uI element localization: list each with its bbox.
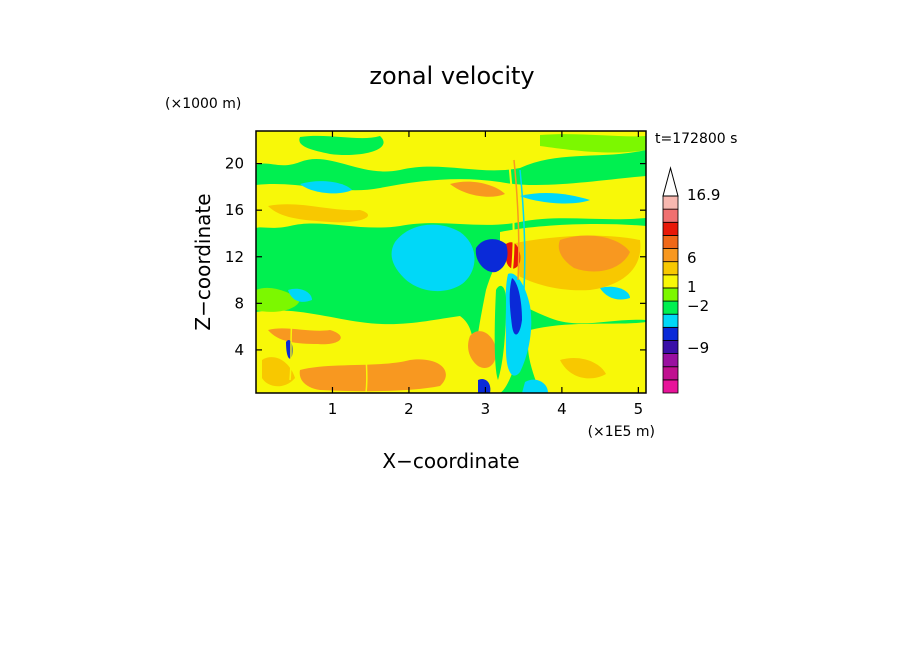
y-axis-ticks: 4 8 12 16 20 <box>225 155 646 359</box>
region-orange-upper <box>450 181 505 197</box>
streak-1 <box>507 149 515 271</box>
colorbar-swatch <box>662 195 679 210</box>
colorbar-swatch <box>662 313 679 328</box>
x-tick-label: 3 <box>481 400 491 418</box>
region-blue-jet-top <box>475 239 508 273</box>
colorbar-swatch <box>662 366 679 381</box>
x-axis-ticks: 1 2 3 4 5 <box>328 131 643 418</box>
region-orange-jet <box>468 331 497 368</box>
y-unit-label: (×1000 m) <box>165 96 241 112</box>
time-label: t=172800 s <box>655 131 737 147</box>
colorbar-swatch <box>662 208 679 223</box>
streak-3 <box>519 169 526 291</box>
region-cyan-upper <box>300 181 352 194</box>
region-cyan-upper-2 <box>520 193 590 204</box>
streak-5 <box>289 319 293 381</box>
region-cyan-center <box>391 224 475 292</box>
y-tick-label: 12 <box>225 248 244 266</box>
x-unit-label: (×1E5 m) <box>588 424 655 440</box>
colorbar-swatch <box>662 340 679 355</box>
region-gold-bottom <box>262 357 295 387</box>
region-orange-right <box>558 235 630 272</box>
streak-2 <box>513 159 520 281</box>
colorbar-swatch <box>662 353 679 368</box>
x-tick-label: 5 <box>634 400 644 418</box>
colorbar-label: −2 <box>687 297 709 315</box>
colorbar-label: 6 <box>687 249 697 267</box>
colorbar-swatch <box>662 234 679 249</box>
colorbar-extend-arrow <box>662 166 679 197</box>
colorbar: 16.9 6 1−2 −9 <box>662 166 720 394</box>
region-gold-right-low <box>560 357 606 379</box>
region-green-jet <box>494 285 506 380</box>
plot-frame <box>255 130 647 394</box>
contour-field <box>256 131 646 393</box>
region-orange-bottom <box>299 359 446 392</box>
x-axis-label: X−coordinate <box>382 449 519 473</box>
chart-title: zonal velocity <box>369 62 534 90</box>
region-cyan-lower-right <box>522 379 548 393</box>
y-tick-label: 8 <box>234 294 244 312</box>
region-cyan-small <box>288 288 312 302</box>
x-tick-label: 4 <box>557 400 567 418</box>
colorbar-swatch <box>662 326 679 341</box>
colorbar-swatch <box>662 300 679 315</box>
region-blue-jet-bottom <box>478 378 491 393</box>
region-cyan-right <box>600 286 630 300</box>
region-yellow-right-low <box>527 322 646 393</box>
y-tick-label: 16 <box>225 201 244 219</box>
region-lime-lower <box>256 287 300 312</box>
colorbar-swatch <box>662 248 679 263</box>
region-orange-left <box>268 328 341 345</box>
region-green-top <box>299 135 384 156</box>
region-gold-upper <box>268 204 369 223</box>
colorbar-label: −9 <box>687 339 709 357</box>
y-tick-label: 4 <box>234 341 244 359</box>
colorbar-label: 16.9 <box>687 186 720 204</box>
colorbar-swatch <box>662 221 679 236</box>
colorbar-swatch <box>662 287 679 302</box>
region-lime-top <box>540 134 646 153</box>
x-tick-label: 2 <box>404 400 414 418</box>
colorbar-swatch <box>662 274 679 289</box>
colorbar-swatch <box>662 261 679 276</box>
colorbar-label: 1 <box>687 278 697 296</box>
y-tick-label: 20 <box>225 155 244 173</box>
colorbar-swatch <box>662 379 679 394</box>
region-blue-jet <box>509 278 522 335</box>
x-tick-label: 1 <box>328 400 338 418</box>
streak-4 <box>363 335 368 393</box>
y-axis-label: Z−coordinate <box>191 193 215 330</box>
